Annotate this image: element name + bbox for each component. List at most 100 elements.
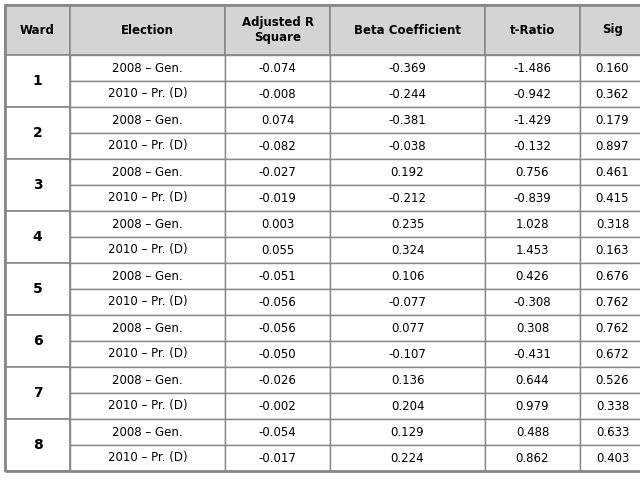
Text: -0.002: -0.002 — [259, 399, 296, 412]
Bar — [485, 289, 580, 315]
Bar — [225, 445, 330, 471]
Bar — [330, 237, 485, 263]
Bar — [330, 81, 485, 107]
Bar — [580, 445, 640, 471]
Text: 2010 – Pr. (D): 2010 – Pr. (D) — [108, 192, 188, 204]
Bar — [70, 81, 225, 107]
Bar — [70, 107, 225, 133]
Text: 2008 – Gen.: 2008 – Gen. — [112, 113, 183, 127]
Text: 2008 – Gen.: 2008 – Gen. — [112, 425, 183, 439]
Bar — [485, 159, 580, 185]
Bar — [580, 341, 640, 367]
Text: -0.308: -0.308 — [514, 296, 551, 309]
Text: 1.453: 1.453 — [516, 243, 549, 256]
Text: 2: 2 — [33, 126, 42, 140]
Bar — [580, 237, 640, 263]
Text: 0.862: 0.862 — [516, 452, 549, 465]
Text: 8: 8 — [33, 438, 42, 452]
Text: 0.129: 0.129 — [390, 425, 424, 439]
Bar — [580, 419, 640, 445]
Bar — [580, 289, 640, 315]
Bar — [485, 185, 580, 211]
Bar — [580, 263, 640, 289]
Text: 2010 – Pr. (D): 2010 – Pr. (D) — [108, 87, 188, 100]
Bar — [5, 55, 70, 107]
Bar — [70, 445, 225, 471]
Bar — [70, 419, 225, 445]
Bar — [70, 159, 225, 185]
Text: -0.107: -0.107 — [388, 348, 426, 360]
Bar — [70, 133, 225, 159]
Text: 7: 7 — [33, 386, 42, 400]
Text: 0.074: 0.074 — [260, 113, 294, 127]
Text: 0.055: 0.055 — [261, 243, 294, 256]
Text: 0.163: 0.163 — [596, 243, 629, 256]
Bar — [330, 5, 485, 55]
Bar — [225, 367, 330, 393]
Text: 3: 3 — [33, 178, 42, 192]
Text: 0.324: 0.324 — [391, 243, 424, 256]
Text: -0.839: -0.839 — [514, 192, 552, 204]
Text: -0.027: -0.027 — [259, 166, 296, 179]
Bar — [580, 133, 640, 159]
Text: 0.136: 0.136 — [391, 373, 424, 386]
Text: 0.160: 0.160 — [596, 61, 629, 74]
Bar — [485, 5, 580, 55]
Bar — [225, 133, 330, 159]
Bar — [485, 341, 580, 367]
Text: 0.192: 0.192 — [390, 166, 424, 179]
Bar — [330, 107, 485, 133]
Text: 2008 – Gen.: 2008 – Gen. — [112, 166, 183, 179]
Bar — [225, 419, 330, 445]
Bar — [330, 159, 485, 185]
Bar — [70, 211, 225, 237]
Text: -0.056: -0.056 — [259, 296, 296, 309]
Text: 0.897: 0.897 — [596, 140, 629, 153]
Text: Sig: Sig — [602, 24, 623, 36]
Bar — [485, 445, 580, 471]
Text: 2010 – Pr. (D): 2010 – Pr. (D) — [108, 452, 188, 465]
Text: 5: 5 — [33, 282, 42, 296]
Bar — [330, 393, 485, 419]
Bar — [225, 159, 330, 185]
Text: 0.762: 0.762 — [596, 322, 629, 335]
Bar — [330, 419, 485, 445]
Bar — [225, 289, 330, 315]
Text: -0.056: -0.056 — [259, 322, 296, 335]
Bar — [5, 315, 70, 367]
Text: -0.017: -0.017 — [259, 452, 296, 465]
Text: -0.244: -0.244 — [388, 87, 426, 100]
Bar — [580, 315, 640, 341]
Text: Beta Coefficient: Beta Coefficient — [354, 24, 461, 36]
Bar — [485, 237, 580, 263]
Bar — [70, 341, 225, 367]
Bar — [580, 5, 640, 55]
Text: 0.003: 0.003 — [261, 217, 294, 230]
Bar — [485, 133, 580, 159]
Bar — [330, 445, 485, 471]
Text: 0.308: 0.308 — [516, 322, 549, 335]
Bar — [225, 107, 330, 133]
Bar — [330, 315, 485, 341]
Text: 2008 – Gen.: 2008 – Gen. — [112, 269, 183, 283]
Text: 0.077: 0.077 — [391, 322, 424, 335]
Text: 2010 – Pr. (D): 2010 – Pr. (D) — [108, 243, 188, 256]
Bar — [580, 55, 640, 81]
Text: 2010 – Pr. (D): 2010 – Pr. (D) — [108, 399, 188, 412]
Text: 2008 – Gen.: 2008 – Gen. — [112, 61, 183, 74]
Text: -0.381: -0.381 — [388, 113, 426, 127]
Bar — [580, 107, 640, 133]
Bar — [225, 211, 330, 237]
Text: 0.756: 0.756 — [516, 166, 549, 179]
Bar — [5, 5, 70, 55]
Bar — [330, 185, 485, 211]
Bar — [330, 263, 485, 289]
Text: -0.074: -0.074 — [259, 61, 296, 74]
Text: 0.672: 0.672 — [596, 348, 629, 360]
Bar — [580, 185, 640, 211]
Text: -0.942: -0.942 — [513, 87, 552, 100]
Bar — [580, 393, 640, 419]
Text: 0.106: 0.106 — [391, 269, 424, 283]
Text: 0.488: 0.488 — [516, 425, 549, 439]
Bar — [485, 107, 580, 133]
